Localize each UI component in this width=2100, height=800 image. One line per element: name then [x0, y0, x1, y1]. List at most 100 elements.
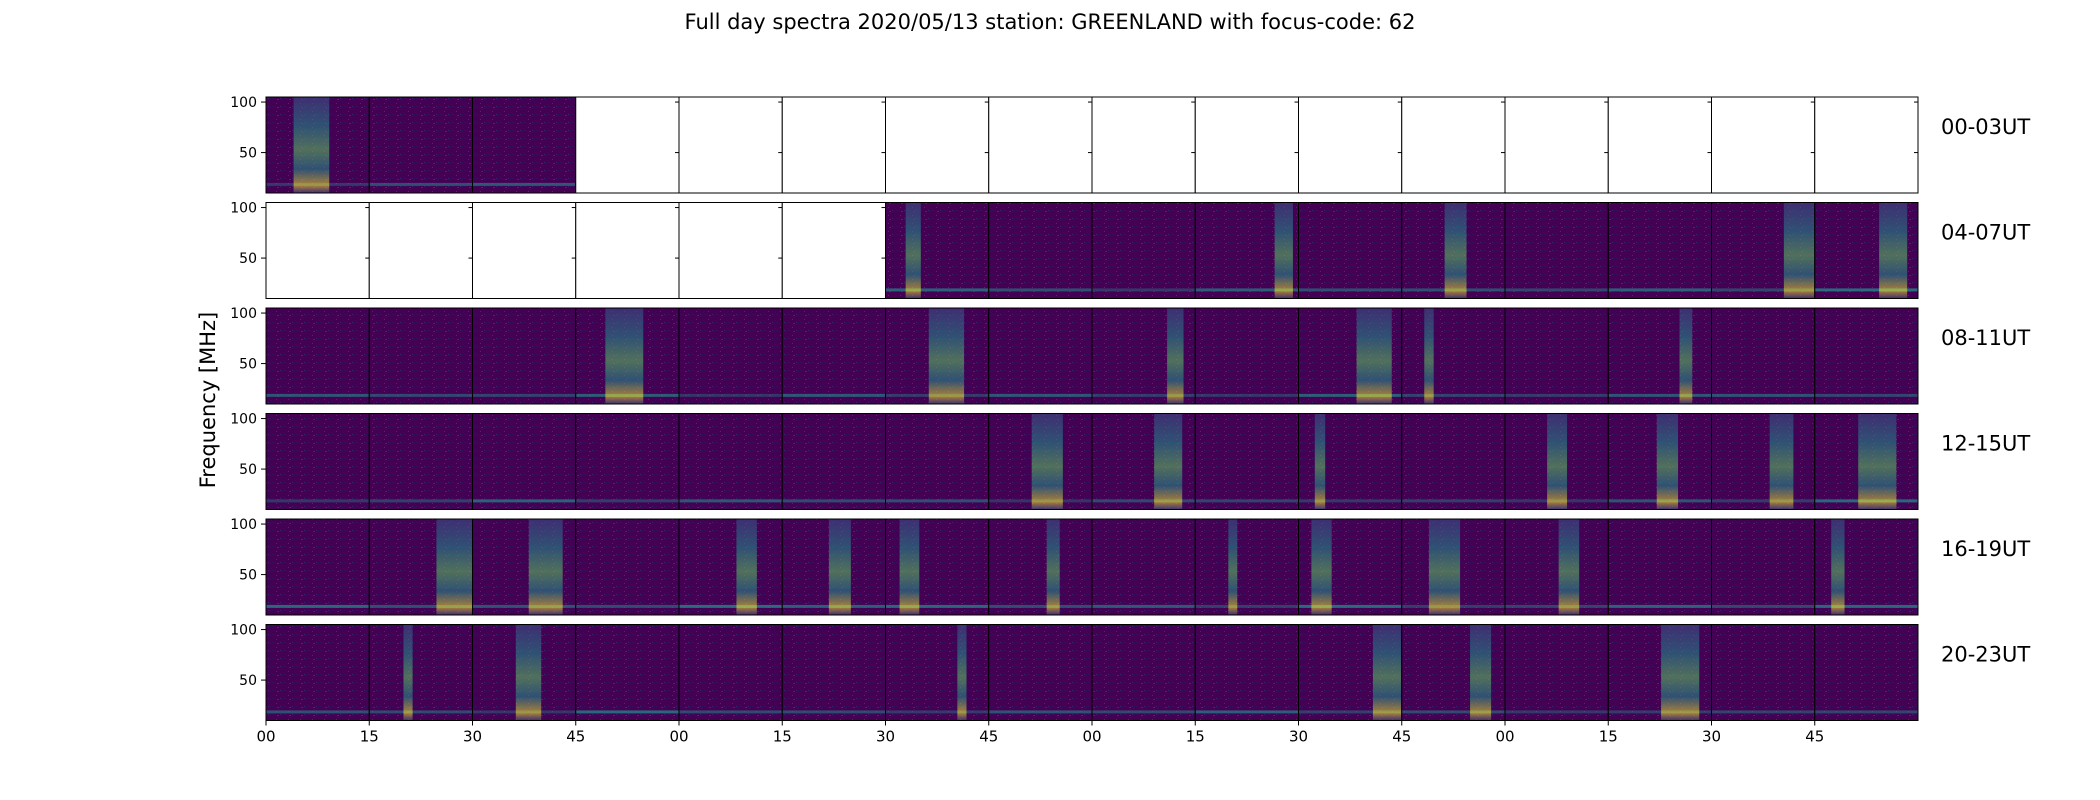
spectra-panel: [472, 307, 577, 405]
spectra-panel: [1091, 96, 1196, 194]
y-tick-label: 50: [239, 462, 257, 478]
spectra-panel: [988, 307, 1093, 405]
spectra-panel: [265, 202, 370, 299]
spectra-panel: [988, 202, 1093, 299]
spectra-panel: [678, 96, 783, 194]
spectra-panel: [575, 518, 680, 616]
y-tick-label: 50: [239, 357, 257, 373]
spectra-panel: [1711, 202, 1816, 299]
spectra-panel: [678, 202, 783, 299]
spectra-panel: [1091, 413, 1196, 510]
spectra-panel: [1091, 518, 1196, 616]
spectra-panel: [1504, 624, 1609, 721]
spectra-panel: [1504, 518, 1609, 616]
spectra-panel: [1607, 307, 1712, 405]
x-tick-label: 45: [1392, 728, 1411, 746]
spectra-panel: [781, 202, 886, 299]
spectra-panel: [1194, 413, 1299, 510]
spectra-panel: [1504, 96, 1609, 194]
spectra-panel: [1298, 624, 1403, 721]
x-tick-label: 45: [566, 728, 585, 746]
spectra-panel: [1401, 307, 1506, 405]
spectra-panel: [472, 96, 577, 194]
spectra-panel: [1711, 624, 1816, 721]
spectra-panel: [1091, 307, 1196, 405]
spectra-panel: [1091, 202, 1196, 299]
row-label: 08-11UT: [1941, 326, 2030, 350]
spectra-panel: [1814, 96, 1919, 194]
spectra-panel: [885, 202, 990, 299]
row-label: 16-19UT: [1941, 537, 2030, 561]
spectra-panel: [1711, 96, 1816, 194]
spectra-row-20-23UT: [265, 624, 1919, 721]
spectra-panel: [988, 518, 1093, 616]
spectra-panel: [1298, 202, 1403, 299]
spectra-row-12-15UT: [265, 413, 1919, 510]
x-tick-label: 15: [1599, 728, 1618, 746]
spectra-panel: [575, 202, 680, 299]
spectra-panel: [781, 518, 886, 616]
x-tick-label: 30: [876, 728, 895, 746]
spectra-panel: [988, 624, 1093, 721]
spectra-panel: [472, 518, 577, 616]
spectra-panel: [1814, 202, 1919, 299]
row-label: 12-15UT: [1941, 432, 2030, 456]
row-label: 04-07UT: [1941, 221, 2030, 245]
spectra-panel: [1091, 624, 1196, 721]
x-tick-label: 30: [1289, 728, 1308, 746]
spectra-row-04-07UT: [265, 202, 1919, 299]
spectra-panel: [885, 307, 990, 405]
spectra-panel: [265, 413, 370, 510]
spectra-panel: [575, 624, 680, 721]
y-tick-label: 100: [230, 95, 257, 111]
spectra-panel: [1298, 413, 1403, 510]
spectra-panel: [781, 307, 886, 405]
spectra-panel: [1814, 518, 1919, 616]
spectra-panel: [678, 307, 783, 405]
x-tick-label: 00: [1082, 728, 1101, 746]
spectra-panel: [368, 624, 473, 721]
spectra-panel: [781, 624, 886, 721]
spectra-panel: [1504, 307, 1609, 405]
y-tick-label: 100: [230, 306, 257, 322]
spectra-panel: [678, 413, 783, 510]
spectra-panel: [1607, 518, 1712, 616]
spectra-panel: [1298, 307, 1403, 405]
y-tick-label: 50: [239, 568, 257, 584]
spectra-panel: [1711, 307, 1816, 405]
row-label: 00-03UT: [1941, 115, 2030, 139]
x-tick-label: 45: [1805, 728, 1824, 746]
spectra-panel: [885, 96, 990, 194]
x-tick-label: 30: [463, 728, 482, 746]
spectra-panel: [1298, 96, 1403, 194]
spectra-panel: [1194, 307, 1299, 405]
x-tick-label: 00: [1495, 728, 1514, 746]
spectra-panel: [781, 96, 886, 194]
spectra-panel: [1607, 413, 1712, 510]
spectra-panel: [781, 413, 886, 510]
spectra-panel: [1194, 624, 1299, 721]
x-tick-label: 00: [669, 728, 688, 746]
y-tick-label: 50: [239, 146, 257, 162]
spectra-panel: [575, 307, 680, 405]
spectra-panel: [1607, 624, 1712, 721]
spectra-panel: [1401, 202, 1506, 299]
spectra-panel: [988, 96, 1093, 194]
spectra-panel: [1298, 518, 1403, 616]
spectra-panel: [1504, 413, 1609, 510]
spectra-panel: [1814, 624, 1919, 721]
spectra-row-00-03UT: [265, 96, 1919, 194]
y-tick-label: 100: [230, 623, 257, 639]
spectra-panel: [368, 518, 473, 616]
spectra-panel: [368, 96, 473, 194]
x-tick-label: 00: [256, 728, 275, 746]
y-tick-label: 100: [230, 517, 257, 533]
spectra-panel: [1607, 96, 1712, 194]
spectra-panel: [575, 413, 680, 510]
spectra-panel: [472, 202, 577, 299]
spectra-panel: [575, 96, 680, 194]
spectra-panel: [1401, 624, 1506, 721]
spectra-panel: [1711, 413, 1816, 510]
spectra-panel: [368, 202, 473, 299]
